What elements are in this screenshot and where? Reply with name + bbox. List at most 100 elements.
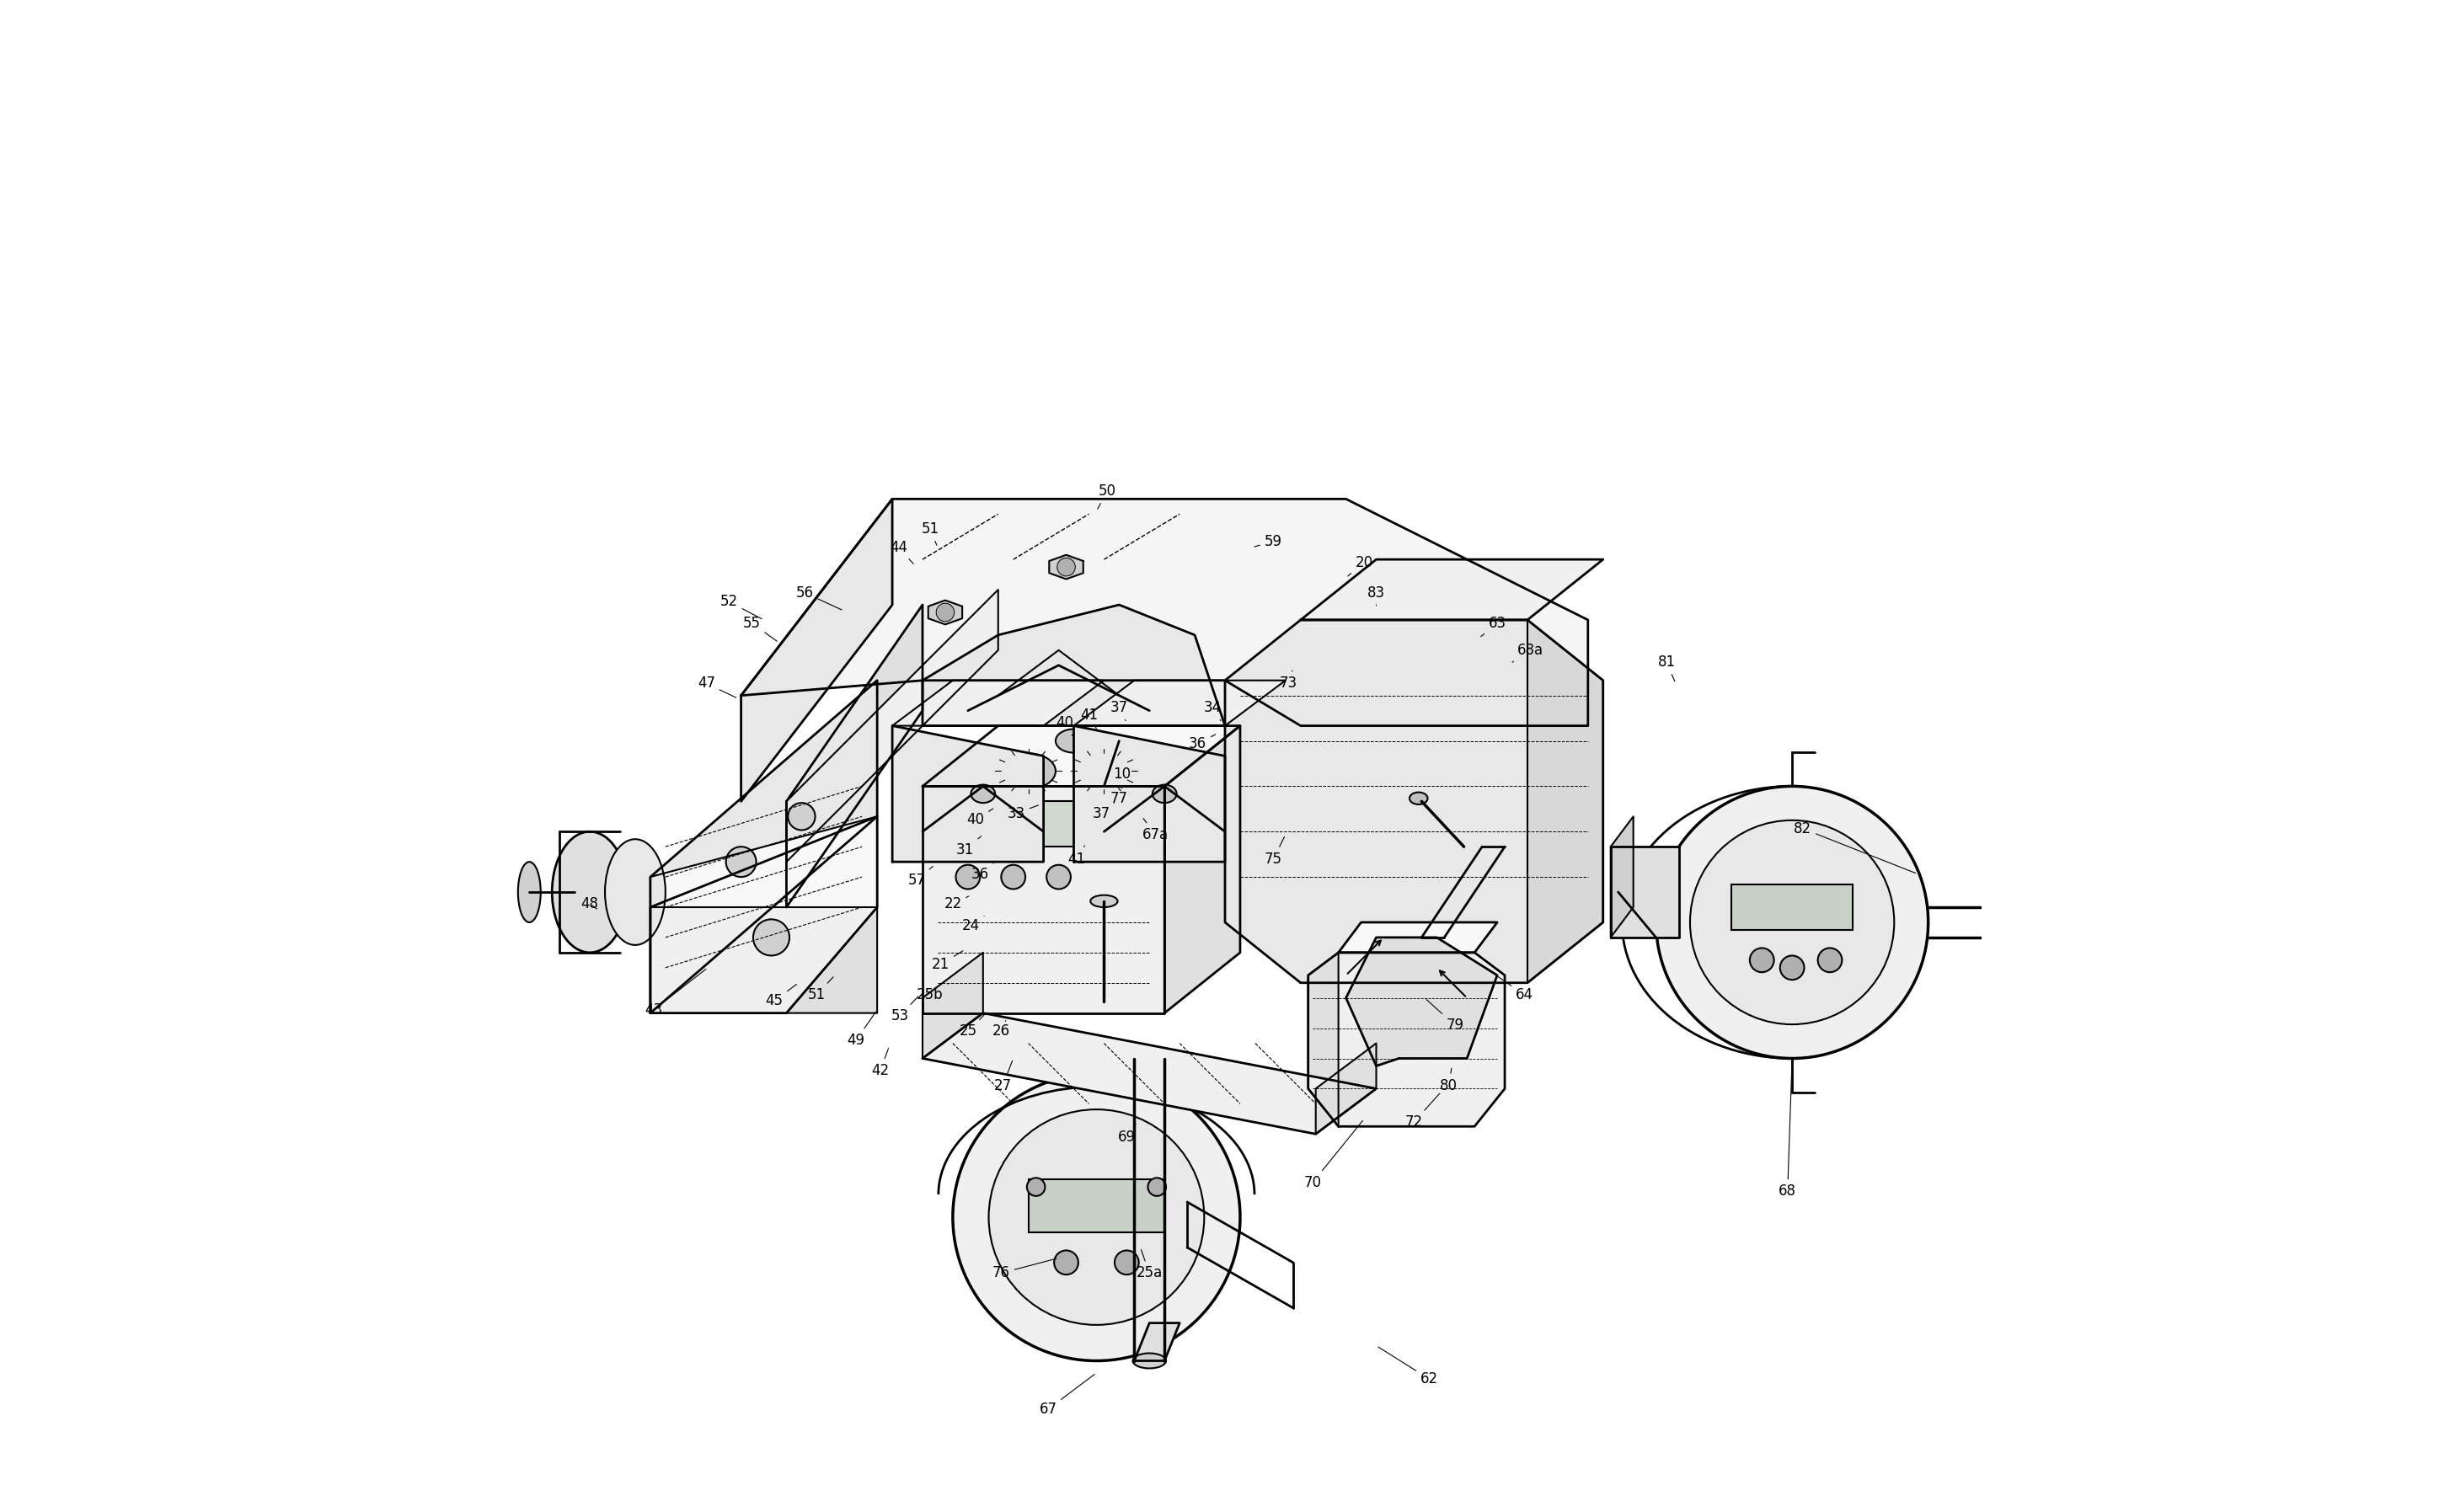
Polygon shape xyxy=(1345,937,1497,1066)
Text: 75: 75 xyxy=(1264,836,1284,866)
Text: 53: 53 xyxy=(892,996,919,1024)
Text: 34: 34 xyxy=(1203,700,1223,721)
Text: 25: 25 xyxy=(958,1015,985,1039)
Text: 26: 26 xyxy=(992,1021,1009,1039)
Text: 41: 41 xyxy=(1068,845,1085,866)
Text: 27: 27 xyxy=(995,1060,1012,1093)
Text: 67: 67 xyxy=(1039,1374,1095,1417)
Circle shape xyxy=(1056,558,1076,576)
Polygon shape xyxy=(892,726,1044,862)
Polygon shape xyxy=(1308,953,1338,1126)
Ellipse shape xyxy=(1056,729,1093,753)
Text: 51: 51 xyxy=(921,522,938,546)
Polygon shape xyxy=(786,590,997,862)
Text: 72: 72 xyxy=(1406,1093,1441,1129)
Text: 82: 82 xyxy=(1793,821,1916,872)
Text: 69: 69 xyxy=(1117,1123,1137,1145)
Text: 49: 49 xyxy=(848,1012,875,1048)
Text: 47: 47 xyxy=(698,676,735,697)
Circle shape xyxy=(1002,865,1027,889)
Text: 50: 50 xyxy=(1098,484,1115,510)
Polygon shape xyxy=(1134,1323,1178,1361)
Text: 40: 40 xyxy=(968,809,992,827)
Text: 57: 57 xyxy=(906,866,933,888)
Text: 21: 21 xyxy=(931,951,963,972)
Text: 52: 52 xyxy=(720,594,762,618)
Polygon shape xyxy=(892,680,1105,726)
Polygon shape xyxy=(1308,953,1504,1126)
Circle shape xyxy=(1781,956,1803,980)
Text: 70: 70 xyxy=(1303,1120,1362,1190)
Ellipse shape xyxy=(970,785,995,803)
Text: 37: 37 xyxy=(1110,700,1127,721)
Circle shape xyxy=(1818,948,1842,972)
Text: 80: 80 xyxy=(1441,1069,1458,1093)
Ellipse shape xyxy=(605,839,666,945)
Text: 76: 76 xyxy=(992,1258,1056,1281)
Circle shape xyxy=(1027,1178,1046,1196)
Polygon shape xyxy=(1316,1043,1377,1134)
Text: 51: 51 xyxy=(808,977,833,1002)
Text: 36: 36 xyxy=(970,863,992,881)
Text: 31: 31 xyxy=(956,836,982,857)
Polygon shape xyxy=(1610,847,1678,937)
Polygon shape xyxy=(649,816,877,907)
Text: 67a: 67a xyxy=(1142,818,1169,842)
Bar xyxy=(968,801,1120,847)
Polygon shape xyxy=(1526,620,1602,983)
Polygon shape xyxy=(1225,620,1602,983)
Text: 79: 79 xyxy=(1426,999,1463,1033)
Polygon shape xyxy=(1301,559,1602,620)
Bar xyxy=(1732,885,1852,930)
Ellipse shape xyxy=(1002,753,1056,789)
Text: 62: 62 xyxy=(1379,1347,1438,1387)
Circle shape xyxy=(1749,948,1774,972)
Circle shape xyxy=(1046,865,1071,889)
Text: 83: 83 xyxy=(1367,585,1384,605)
Polygon shape xyxy=(1049,555,1083,579)
Ellipse shape xyxy=(1152,785,1176,803)
Bar xyxy=(1029,1179,1164,1232)
Polygon shape xyxy=(1073,680,1286,726)
Circle shape xyxy=(752,919,789,956)
Ellipse shape xyxy=(2004,892,2033,953)
Text: 44: 44 xyxy=(889,540,914,564)
Polygon shape xyxy=(1073,726,1225,862)
Polygon shape xyxy=(1610,816,1634,937)
Polygon shape xyxy=(786,605,924,907)
Text: 63: 63 xyxy=(1480,615,1507,637)
Circle shape xyxy=(789,803,816,830)
Text: 68: 68 xyxy=(1779,1061,1796,1199)
Polygon shape xyxy=(929,600,963,624)
Circle shape xyxy=(1690,820,1894,1025)
Ellipse shape xyxy=(551,832,627,953)
Circle shape xyxy=(1054,1250,1078,1275)
Polygon shape xyxy=(924,726,1240,786)
Circle shape xyxy=(953,1074,1240,1361)
Circle shape xyxy=(1115,1250,1139,1275)
Text: 20: 20 xyxy=(1348,555,1372,576)
Text: 55: 55 xyxy=(742,615,777,641)
Circle shape xyxy=(936,603,956,621)
Text: 45: 45 xyxy=(764,984,796,1009)
Text: 24: 24 xyxy=(963,916,985,933)
Ellipse shape xyxy=(517,862,541,922)
Text: 25a: 25a xyxy=(1137,1249,1164,1281)
Text: 68a: 68a xyxy=(1512,643,1543,662)
Polygon shape xyxy=(924,953,982,1058)
Circle shape xyxy=(1149,1178,1166,1196)
Polygon shape xyxy=(786,907,877,1013)
Text: 43: 43 xyxy=(644,969,706,1018)
Polygon shape xyxy=(1338,922,1497,953)
Ellipse shape xyxy=(1090,895,1117,907)
Polygon shape xyxy=(924,1013,1377,1134)
Text: 48: 48 xyxy=(581,897,598,912)
Circle shape xyxy=(725,847,757,877)
Text: 22: 22 xyxy=(943,897,968,912)
Polygon shape xyxy=(740,499,1588,726)
Polygon shape xyxy=(924,786,1164,1013)
Text: 81: 81 xyxy=(1659,655,1676,682)
Ellipse shape xyxy=(1409,792,1428,804)
Circle shape xyxy=(1656,786,1928,1058)
Circle shape xyxy=(990,1110,1205,1325)
